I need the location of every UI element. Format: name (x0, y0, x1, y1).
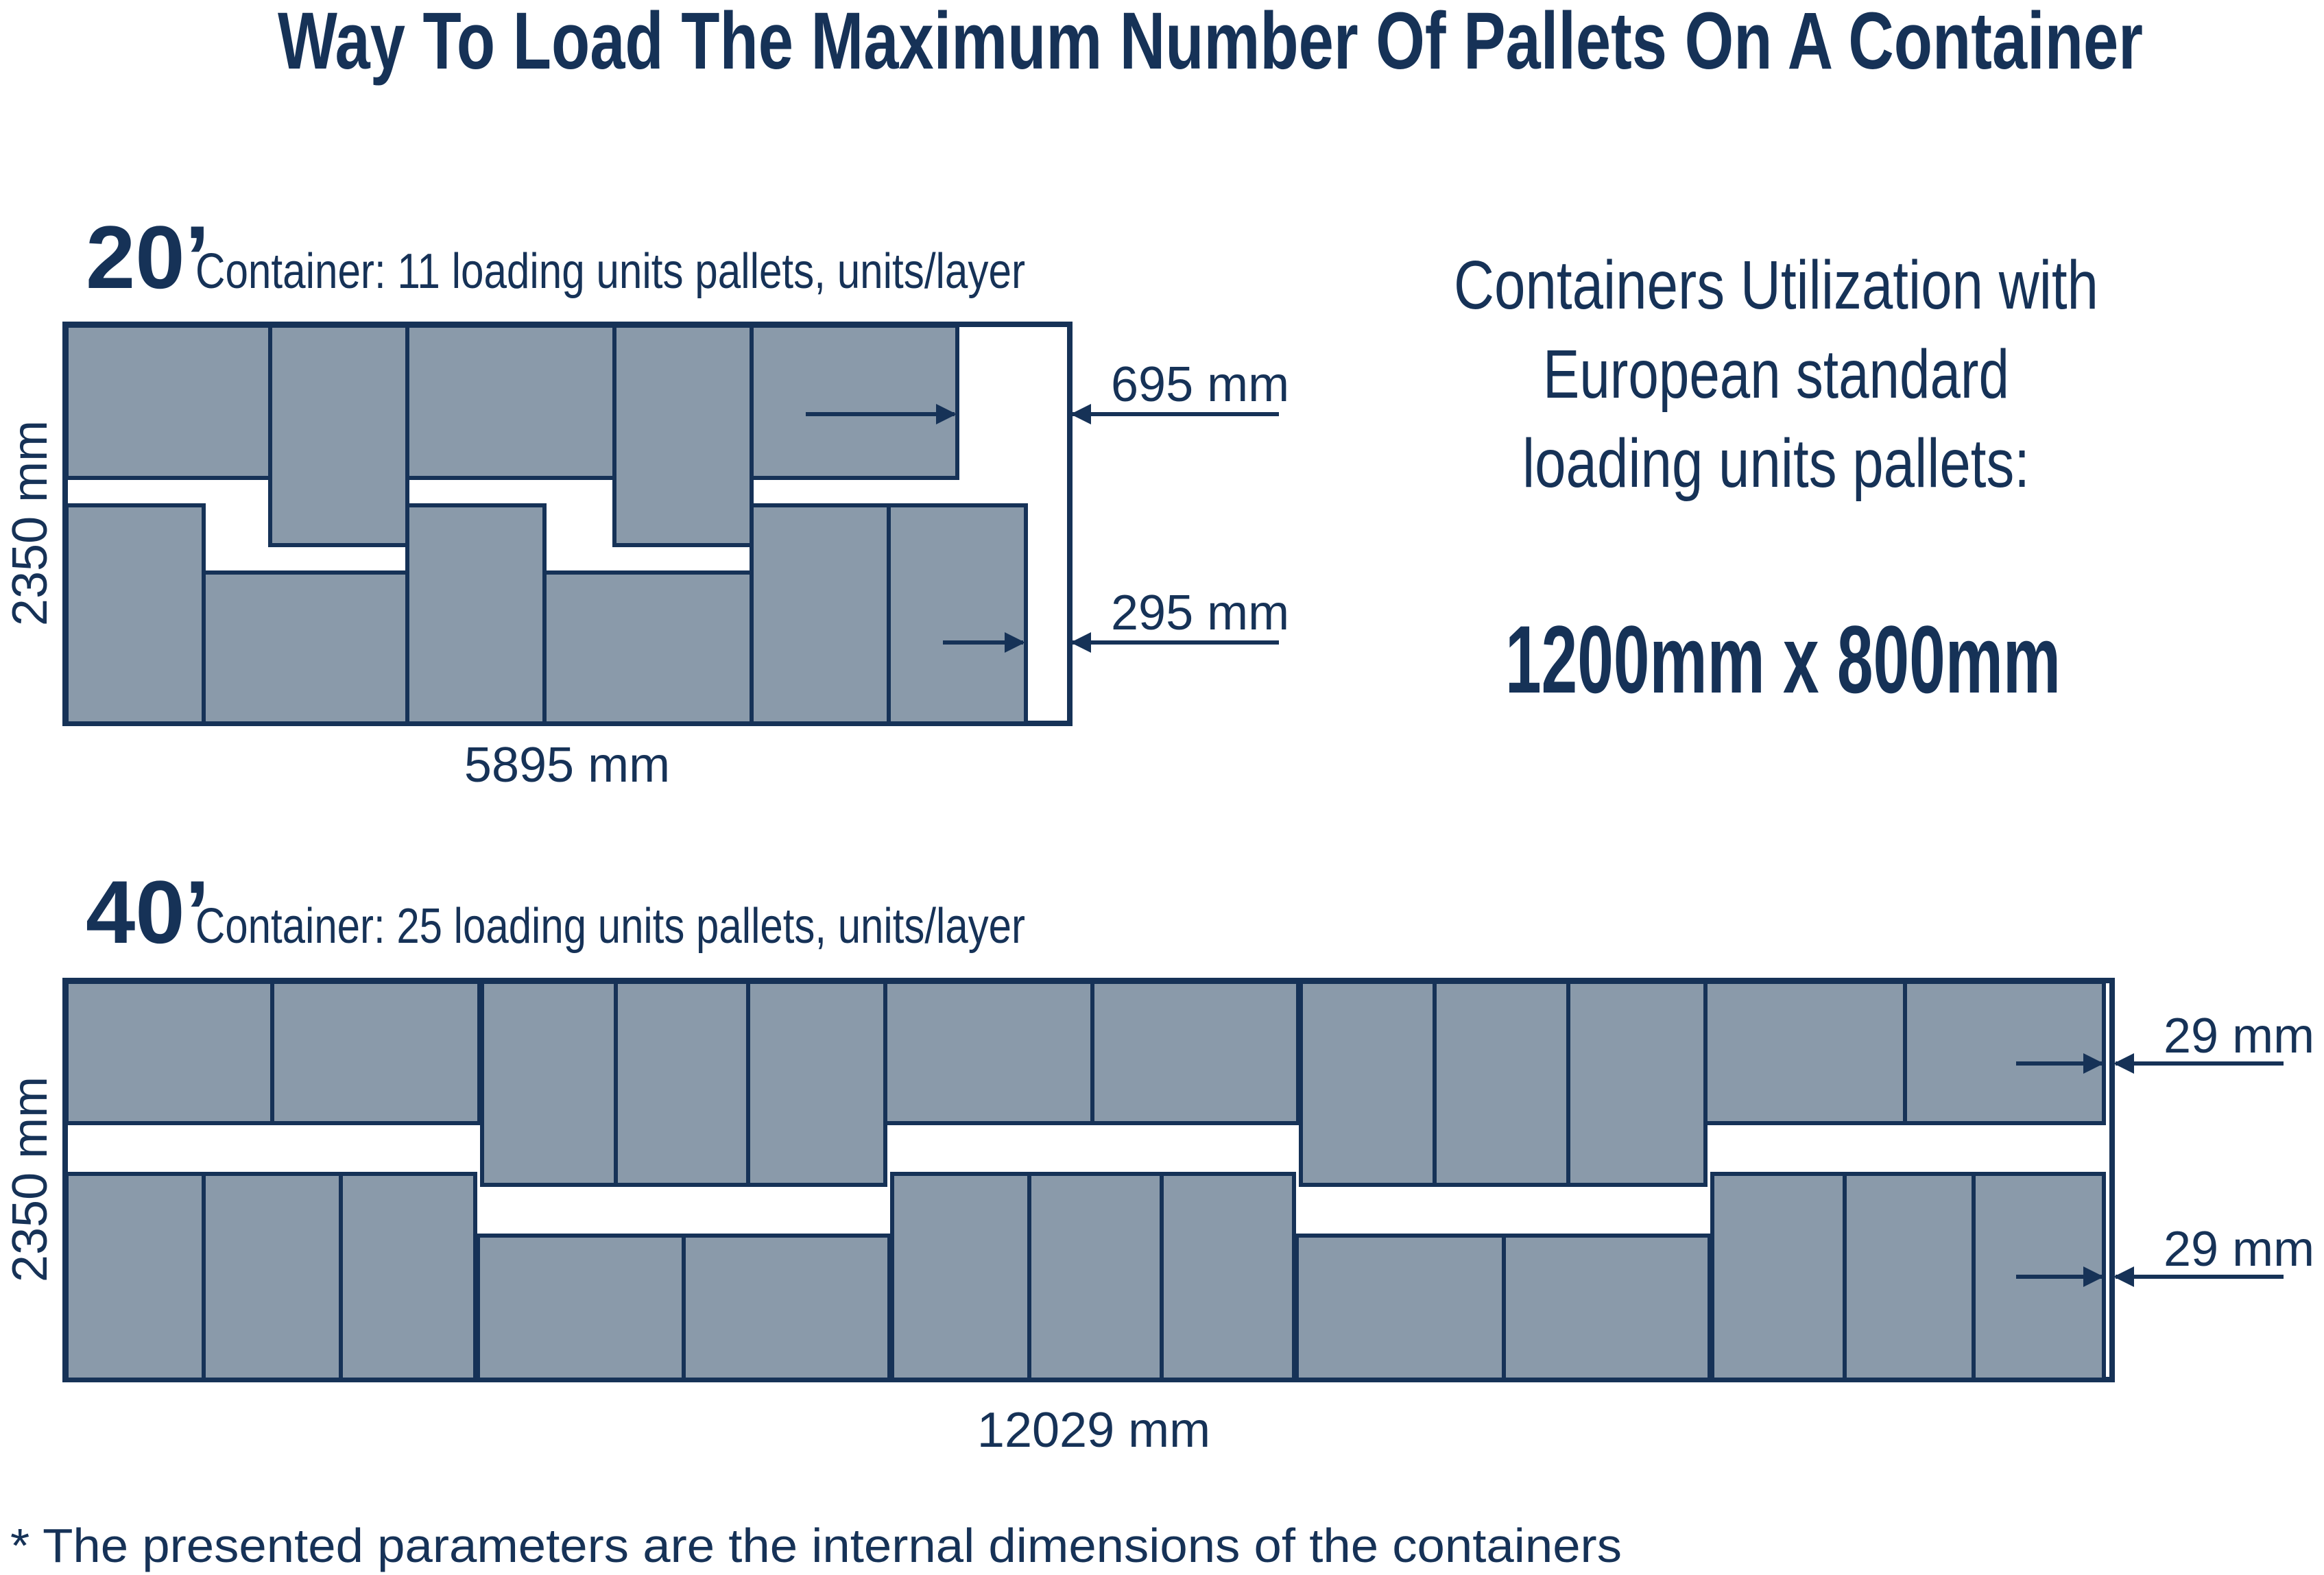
pallet (202, 570, 409, 725)
container-40ft: 40’ Container: 25 loading units pallets,… (3, 862, 2314, 1458)
info-line-2: European standard (1543, 336, 2009, 413)
pallet (476, 1234, 686, 1382)
pallet (64, 324, 272, 480)
container-40-length-label: 12029 mm (977, 1403, 1210, 1458)
pallet (614, 980, 750, 1187)
pallet (64, 503, 206, 725)
pallet (750, 324, 959, 480)
pallet (270, 980, 481, 1125)
pallet (339, 1172, 477, 1382)
pallet (1027, 1172, 1164, 1382)
container-40-pallets (64, 980, 2106, 1382)
container-40-gap-bottom-label: 29 mm (2164, 1222, 2314, 1277)
container-20-gap-bottom-label: 295 mm (1111, 586, 1289, 640)
pallet (612, 324, 754, 547)
container-20-height-label: 2350 mm (3, 420, 58, 626)
pallet (480, 980, 618, 1187)
container-20-gap-top-label: 695 mm (1111, 357, 1289, 412)
pallet-size-label: 1200mm x 800mm (1505, 605, 2061, 713)
pallet (887, 503, 1028, 725)
container-40-gap-top-label: 29 mm (2164, 1009, 2314, 1063)
pallet (1160, 1172, 1296, 1382)
info-block: Containers Utilization with European sta… (1454, 247, 2098, 713)
pallet (1566, 980, 1708, 1187)
info-line-3: loading units pallets: (1522, 425, 2030, 502)
pallet (1502, 1234, 1712, 1382)
pallet (542, 570, 754, 725)
pallet (890, 1172, 1031, 1382)
container-20-length-label: 5895 mm (464, 738, 670, 793)
container-40-height-label: 2350 mm (3, 1077, 58, 1282)
pallet (405, 324, 616, 480)
pallet (1295, 1234, 1506, 1382)
pallet (1090, 980, 1300, 1125)
pallet (682, 1234, 891, 1382)
container-20-caption: Container: 11 loading units pallets, uni… (195, 244, 1025, 299)
pallet (268, 324, 409, 547)
pallet (883, 980, 1094, 1125)
pallet (746, 980, 887, 1187)
container-20-pallets (64, 324, 1028, 725)
container-20ft: 20’ Container: 11 loading units pallets,… (3, 207, 1289, 793)
pallet (1299, 980, 1437, 1187)
pallet (750, 503, 891, 725)
pallet (1903, 980, 2106, 1125)
pallet (405, 503, 547, 725)
pallet (1710, 1172, 1847, 1382)
pallet (202, 1172, 343, 1382)
page-title: Way To Load The Maximum Number Of Pallet… (278, 0, 2143, 86)
container-40-caption: Container: 25 loading units pallets, uni… (195, 899, 1025, 954)
container-40-size-label: 40’ (86, 862, 210, 962)
pallet (64, 1172, 206, 1382)
footnote: * The presented parameters are the inter… (10, 1519, 1622, 1572)
pallet (1433, 980, 1570, 1187)
container-20-size-label: 20’ (86, 207, 210, 307)
pallet (1843, 1172, 1976, 1382)
pallet (1703, 980, 1907, 1125)
info-line-1: Containers Utilization with (1454, 247, 2098, 324)
pallet (64, 980, 274, 1125)
